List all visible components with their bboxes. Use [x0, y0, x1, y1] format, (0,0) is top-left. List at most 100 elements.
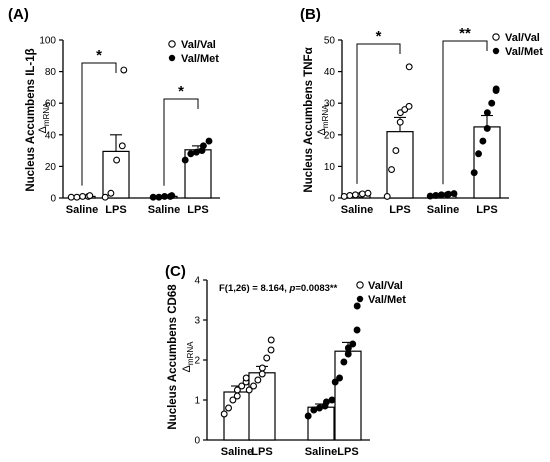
legend-c-valval-marker	[356, 281, 364, 289]
y-tick-label-c-4: 4	[194, 276, 200, 287]
y-tick-label-b-5: 50	[324, 36, 336, 47]
svg-text:ΔmRNA: ΔmRNA	[316, 104, 330, 136]
data-point-c-s0-1-0	[245, 386, 253, 394]
data-point-b-s0-1-0	[383, 192, 391, 200]
data-point-b-s1-0-2	[437, 191, 445, 199]
data-point-b-s0-0-2	[351, 191, 359, 199]
data-point-c-s0-0-2	[229, 396, 237, 404]
data-point-c-s0-1-5	[263, 354, 271, 362]
bar-b-s0-1	[386, 131, 414, 199]
svg-text:Nucleus Accumbens CD68: Nucleus Accumbens CD68	[167, 284, 179, 430]
data-point-b-s1-1-3	[483, 125, 491, 132]
data-point-c-s1-0-0	[304, 412, 312, 420]
data-point-a-s1-0-4	[168, 192, 176, 200]
y-tick-label-c-0: 0	[194, 436, 200, 447]
legend-a: Val/Val Val/Met	[168, 39, 219, 65]
y-tick-label-a-3: 60	[45, 99, 57, 110]
x-tick-label-a-2: Saline	[148, 204, 180, 216]
data-point-b-s0-1-7	[405, 63, 413, 71]
data-point-a-s0-0-0	[67, 193, 75, 201]
data-point-c-s0-0-3	[233, 392, 241, 400]
data-point-a-s0-1-0	[101, 193, 109, 201]
y-tick-label-b-1: 10	[324, 162, 336, 173]
x-tick-label-a-1: LPS	[105, 204, 126, 216]
y-tick-label-c-3: 3	[194, 316, 200, 327]
data-point-c-s1-1-7	[353, 302, 361, 310]
y-tick-label-c-2: 2	[194, 356, 200, 367]
data-point-c-s1-1-3	[344, 350, 352, 358]
legend-b-valval-marker	[492, 33, 500, 41]
y-tick-label-c-1: 1	[194, 396, 200, 407]
legend-b-valval-label: Val/Val	[505, 32, 540, 44]
data-point-b-s1-1-5	[488, 99, 496, 107]
data-point-a-s1-1-5	[205, 137, 213, 145]
svg-text:Nucleus Accumbens IL-1β: Nucleus Accumbens IL-1β	[25, 48, 37, 191]
data-point-a-s0-0-1	[73, 193, 81, 201]
data-point-b-s1-0-5	[450, 190, 458, 198]
significance-bracket-a-1	[163, 98, 199, 186]
data-point-c-s0-0-5	[238, 382, 246, 390]
data-point-c-s1-0-5	[328, 396, 336, 404]
legend-a-valmet-marker	[168, 54, 176, 62]
data-point-c-s0-0-1	[225, 404, 232, 412]
legend-c-valmet-marker	[356, 295, 364, 303]
data-point-b-s0-1-6	[405, 102, 413, 110]
y-tick-label-b-2: 20	[324, 130, 336, 141]
data-point-a-s0-1-2	[113, 156, 121, 164]
data-point-b-s1-1-1	[475, 150, 482, 158]
data-point-b-s1-1-4	[483, 109, 491, 117]
data-point-a-s0-1-4	[120, 66, 128, 74]
data-point-b-s0-1-1	[388, 166, 395, 174]
x-tick-label-a-0: Saline	[66, 204, 98, 216]
data-point-c-s0-1-1	[250, 382, 257, 390]
data-point-c-s0-0-7	[242, 374, 250, 382]
y-tick-label-a-2: 40	[45, 130, 57, 141]
x-tick-label-a-3: LPS	[187, 204, 208, 216]
data-point-c-s0-1-7	[267, 336, 275, 344]
data-point-c-s1-1-6	[353, 326, 361, 334]
data-point-a-s1-0-0	[149, 193, 157, 201]
y-tick-label-b-0: 0	[329, 194, 335, 205]
data-point-a-s0-0-2	[79, 192, 87, 200]
data-point-a-s1-0-2	[161, 192, 169, 200]
legend-b: Val/Val Val/Met	[492, 32, 543, 58]
data-point-a-s1-1-0	[181, 156, 189, 164]
legend-c-valmet-label: Val/Met	[368, 294, 406, 306]
y-tick-label-a-1: 20	[45, 162, 57, 173]
panel-label-b: (B)	[300, 6, 321, 23]
legend-b-valmet-label: Val/Met	[505, 46, 543, 58]
data-point-c-s1-0-1	[310, 406, 318, 414]
x-tick-label-c-0: Saline	[221, 446, 253, 458]
bar-b-s1-1	[473, 126, 501, 199]
data-point-b-s1-0-1	[432, 192, 440, 199]
data-point-c-s0-1-6	[267, 346, 275, 354]
data-point-a-s1-0-1	[155, 193, 163, 201]
data-point-b-s1-0-4	[444, 190, 452, 198]
data-point-b-s1-1-0	[470, 169, 478, 177]
data-point-c-s0-0-4	[233, 386, 241, 394]
panel-label-a: (A)	[8, 6, 29, 23]
panel-label-c: (C)	[165, 263, 186, 280]
significance-bracket-b-1	[442, 40, 488, 185]
y-tick-label-a-5: 100	[39, 36, 56, 47]
data-point-c-s1-0-2	[315, 404, 323, 412]
y-tick-label-b-4: 40	[324, 67, 336, 78]
data-point-c-s0-1-2	[254, 376, 262, 384]
data-point-b-s1-0-0	[426, 192, 434, 200]
x-tick-label-c-3: LPS	[337, 446, 358, 458]
data-point-b-s0-0-0	[340, 192, 348, 200]
bar-a-s1-1	[184, 149, 212, 199]
svg-text:Nucleus Accumbens TNFα: Nucleus Accumbens TNFα	[303, 47, 315, 192]
data-point-c-s1-1-2	[340, 358, 348, 366]
y-tick-label-b-3: 30	[324, 99, 336, 110]
data-point-c-s1-1-1	[336, 374, 343, 382]
y-tick-label-a-4: 80	[45, 67, 57, 78]
data-point-c-s1-1-5	[349, 340, 357, 348]
x-tick-label-c-2: Saline	[305, 446, 337, 458]
x-tick-label-b-3: LPS	[476, 204, 497, 216]
data-point-a-s0-0-4	[86, 192, 94, 200]
data-point-c-s1-1-0	[331, 378, 339, 386]
data-point-c-s0-1-3	[258, 370, 266, 378]
y-axis-title-b: Nucleus Accumbens TNFα	[303, 47, 315, 192]
